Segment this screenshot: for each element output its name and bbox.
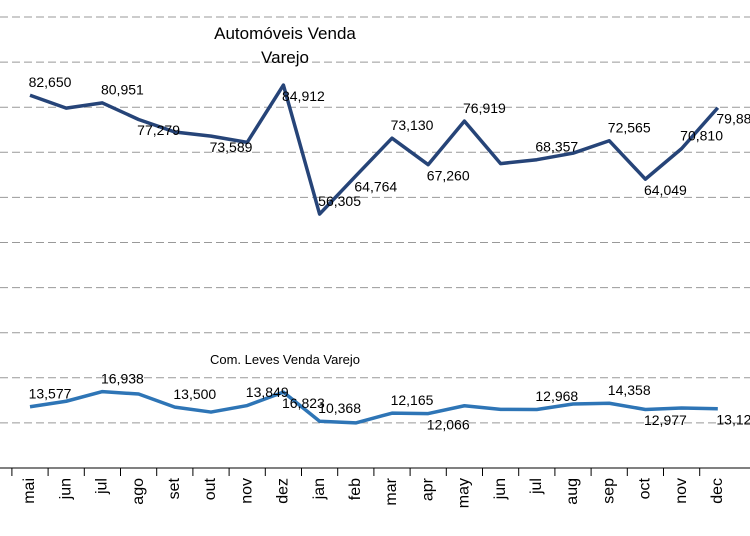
x-tick-label: out [202, 477, 219, 500]
x-tick-label: ago [130, 478, 147, 505]
data-label: 68,357 [535, 138, 578, 154]
data-label: 12,968 [535, 388, 578, 404]
data-label: 16,823 [282, 395, 325, 411]
data-label: 13,849 [246, 384, 289, 400]
x-tick-label: jul [94, 478, 111, 495]
series-title: Com. Leves Venda Varejo [209, 352, 361, 367]
x-tick-label: oct [637, 477, 654, 499]
x-tick-label: jun [492, 478, 509, 500]
data-label: 76,919 [463, 100, 506, 116]
series-line [29, 389, 718, 425]
data-label: 82,650 [29, 74, 72, 90]
data-label: 64,049 [644, 182, 687, 198]
data-label: 14,358 [608, 382, 651, 398]
series-line [29, 83, 720, 216]
data-label: 80,951 [101, 82, 144, 98]
data-label: 77,279 [137, 122, 180, 138]
x-tick-label: mar [383, 477, 400, 505]
x-tick-label: aug [564, 478, 581, 505]
x-tick-label: nov [673, 478, 690, 504]
x-tick-label: feb [347, 478, 364, 500]
data-label: 56,305 [318, 193, 361, 209]
data-label: 12,165 [391, 392, 434, 408]
data-label: 16,938 [101, 370, 144, 386]
data-label: 70,810 [680, 127, 723, 143]
data-label: 73,130 [391, 117, 434, 133]
x-tick-label: dec [709, 478, 726, 504]
series-title: Automóveis Venda Varejo [214, 24, 356, 67]
x-tick-label: apr [419, 477, 436, 501]
x-tick-label: jun [57, 478, 74, 500]
data-label: 13,500 [173, 386, 216, 402]
x-tick-label: jul [528, 478, 545, 495]
data-label: 73,589 [210, 139, 253, 155]
data-label: 12,977 [644, 412, 687, 428]
x-tick-label: mai [21, 478, 38, 504]
data-label: 10,368 [318, 400, 361, 416]
data-label: 84,912 [282, 88, 325, 104]
data-label: 12,066 [427, 416, 470, 432]
data-label: 13,129 [716, 411, 750, 427]
data-label: 79,884 [716, 110, 750, 126]
x-tick-label: dez [275, 478, 292, 504]
x-tick-label: may [456, 478, 473, 508]
data-label: 72,565 [608, 119, 651, 135]
x-tick-label: jan [311, 478, 328, 500]
x-tick-label: sep [600, 478, 617, 504]
data-label: 13,577 [29, 385, 72, 401]
x-tick-label: nov [238, 478, 255, 504]
data-label: 64,764 [354, 179, 397, 195]
x-tick-label: set [166, 477, 183, 499]
data-label: 67,260 [427, 167, 470, 183]
